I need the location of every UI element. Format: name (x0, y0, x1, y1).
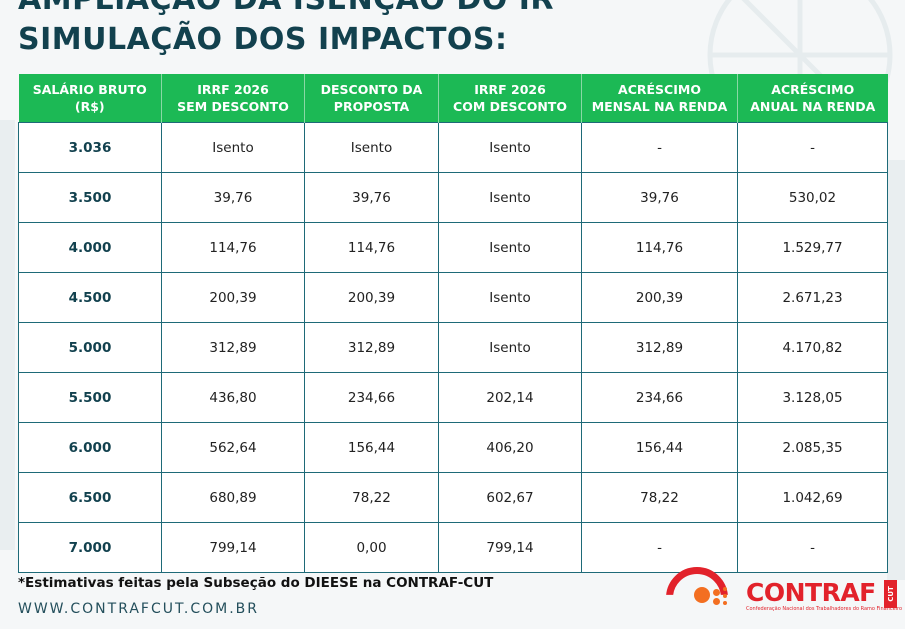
column-header-monthly-increase: ACRÉSCIMO MENSAL NA RENDA (581, 74, 738, 123)
salary-cell: 5.000 (18, 322, 162, 373)
value-cell: 1.042,69 (737, 472, 888, 523)
table-body: 3.036 Isento Isento Isento - -3.500 39,76 39,76… (18, 122, 888, 573)
value-cell: 114,76 (581, 222, 738, 273)
table-row: 3.036 Isento Isento Isento - - (18, 122, 888, 173)
logo-cut-badge: CUT (884, 580, 897, 608)
value-cell: 114,76 (161, 222, 305, 273)
logo-name: CONTRAF (746, 578, 876, 607)
value-cell: 530,02 (737, 172, 888, 223)
value-cell: 156,44 (581, 422, 738, 473)
value-cell: 3.128,05 (737, 372, 888, 423)
value-cell: 799,14 (161, 522, 305, 573)
salary-cell: 6.000 (18, 422, 162, 473)
value-cell: 39,76 (581, 172, 738, 223)
column-header-irrf-without-discount: IRRF 2026 SEM DESCONTO (161, 74, 305, 123)
value-cell: Isento (438, 122, 582, 173)
logo-dots (692, 585, 742, 613)
value-cell: Isento (438, 322, 582, 373)
value-cell: Isento (438, 222, 582, 273)
salary-cell: 3.500 (18, 172, 162, 223)
page-title-line2: SIMULAÇÃO DOS IMPACTOS: (18, 22, 508, 57)
salary-cell: 6.500 (18, 472, 162, 523)
value-cell: 312,89 (161, 322, 305, 373)
value-cell: 202,14 (438, 372, 582, 423)
value-cell: 78,22 (581, 472, 738, 523)
table-row: 6.500 680,89 78,22 602,67 78,22 1.042,69 (18, 472, 888, 523)
value-cell: 4.170,82 (737, 322, 888, 373)
value-cell: 562,64 (161, 422, 305, 473)
salary-cell: 5.500 (18, 372, 162, 423)
impact-table: SALÁRIO BRUTO (R$) IRRF 2026 SEM DESCONTO … (18, 74, 888, 573)
value-cell: 436,80 (161, 372, 305, 423)
salary-cell: 3.036 (18, 122, 162, 173)
value-cell: 312,89 (304, 322, 439, 373)
value-cell: 234,66 (304, 372, 439, 423)
value-cell: - (581, 122, 738, 173)
table-row: 5.500 436,80 234,66 202,14 234,66 3.128,05 (18, 372, 888, 423)
salary-cell: 4.000 (18, 222, 162, 273)
value-cell: 200,39 (304, 272, 439, 323)
value-cell: 39,76 (304, 172, 439, 223)
value-cell: 234,66 (581, 372, 738, 423)
value-cell: 156,44 (304, 422, 439, 473)
column-header-salary: SALÁRIO BRUTO (R$) (18, 74, 162, 123)
value-cell: 799,14 (438, 522, 582, 573)
value-cell: 602,67 (438, 472, 582, 523)
value-cell: Isento (438, 172, 582, 223)
value-cell: 2.671,23 (737, 272, 888, 323)
value-cell: 312,89 (581, 322, 738, 373)
value-cell: 78,22 (304, 472, 439, 523)
column-header-irrf-with-discount: IRRF 2026 COM DESCONTO (438, 74, 582, 123)
value-cell: - (737, 522, 888, 573)
value-cell: Isento (438, 272, 582, 323)
value-cell: 406,20 (438, 422, 582, 473)
column-header-proposed-discount: DESCONTO DA PROPOSTA (304, 74, 439, 123)
value-cell: 1.529,77 (737, 222, 888, 273)
table-row: 6.000 562,64 156,44 406,20 156,44 2.085,35 (18, 422, 888, 473)
table-row: 7.000 799,14 0,00 799,14- - (18, 522, 888, 573)
table-header-row: SALÁRIO BRUTO (R$) IRRF 2026 SEM DESCONTO … (18, 74, 888, 123)
value-cell: - (737, 122, 888, 173)
value-cell: - (581, 522, 738, 573)
value-cell: 200,39 (161, 272, 305, 323)
table-row: 3.500 39,76 39,76 Isento 39,76 530,02 (18, 172, 888, 223)
table-row: 4.000 114,76 114,76 Isento 114,76 1.529,77 (18, 222, 888, 273)
value-cell: 680,89 (161, 472, 305, 523)
value-cell: 39,76 (161, 172, 305, 223)
logo-subtitle: Confederação Nacional dos Trabalhadores … (746, 606, 903, 612)
footnote: *Estimativas feitas pela Subseção do DIE… (18, 575, 494, 591)
value-cell: Isento (304, 122, 439, 173)
value-cell: Isento (161, 122, 305, 173)
salary-cell: 4.500 (18, 272, 162, 323)
column-header-annual-increase: ACRÉSCIMO ANUAL NA RENDA (737, 74, 888, 123)
page-title-line1: AMPLIAÇÃO DA ISENÇÃO DO IR (18, 0, 554, 17)
contraf-logo-icon: CONTRAF CUT Confederação Nacional dos Tr… (664, 566, 903, 629)
value-cell: 0,00 (304, 522, 439, 573)
website-link[interactable]: WWW.CONTRAFCUT.COM.BR (18, 601, 260, 617)
value-cell: 114,76 (304, 222, 439, 273)
table-row: 5.000 312,89 312,89 Isento 312,89 4.170,82 (18, 322, 888, 373)
value-cell: 200,39 (581, 272, 738, 323)
value-cell: 2.085,35 (737, 422, 888, 473)
table-row: 4.500 200,39 200,39 Isento 200,39 2.671,23 (18, 272, 888, 323)
salary-cell: 7.000 (18, 522, 162, 573)
